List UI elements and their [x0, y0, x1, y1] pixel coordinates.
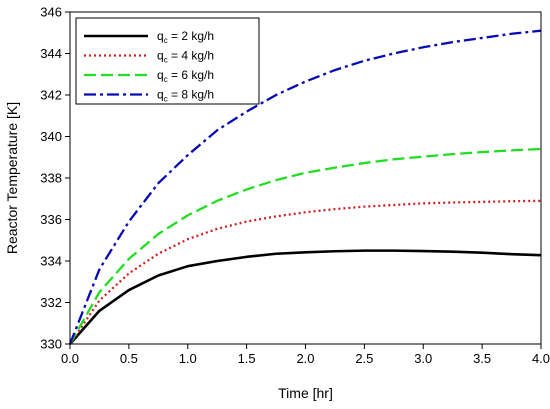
legend-label-4: qc = 8 kg/h [157, 88, 214, 104]
x-tick-label-4: 2.0 [296, 351, 314, 366]
x-tick-label-0: 0.0 [61, 351, 79, 366]
y-tick-label-8: 346 [40, 5, 62, 20]
x-tick-label-7: 3.5 [473, 351, 491, 366]
plot-frame [69, 11, 542, 345]
legend: qc = 2 kg/h qc = 4 kg/h qc = 6 kg/h qc = 8 … [75, 17, 260, 105]
legend-label-3: qc = 6 kg/h [157, 68, 214, 84]
x-tick-label-3: 1.5 [238, 351, 256, 366]
x-axis-title: Time [hr] [278, 385, 333, 401]
series-line-3 [68, 147, 542, 345]
y-tick-label-7: 344 [40, 46, 62, 61]
x-tick-label-8: 4.0 [532, 351, 550, 366]
x-tick-label-2: 1.0 [179, 351, 197, 366]
y-tick-label-0: 330 [40, 337, 62, 352]
legend-label-1: qc = 2 kg/h [157, 29, 214, 45]
x-tick-label-1: 0.5 [120, 351, 138, 366]
series-line-4 [68, 29, 542, 345]
legend-label-2: qc = 4 kg/h [157, 49, 214, 65]
axis-ticks: 0.0 0.5 1.0 1.5 2.0 2.5 3.0 3.5 4.0 330 332 334 336 3… [40, 5, 550, 367]
y-tick-label-5: 340 [40, 129, 62, 144]
series-line-1 [69, 249, 542, 345]
x-tick-label-6: 3.0 [414, 351, 432, 366]
y-tick-label-3: 336 [40, 212, 62, 227]
y-tick-label-4: 338 [40, 171, 62, 186]
series-line-2 [69, 199, 542, 345]
y-tick-label-2: 334 [40, 254, 62, 269]
x-tick-label-5: 2.5 [355, 351, 373, 366]
y-tick-label-6: 342 [40, 88, 62, 103]
y-axis-title: Reactor Temperature [K] [4, 102, 20, 254]
series-lines [68, 29, 542, 345]
legend-box [75, 17, 260, 105]
y-tick-label-1: 332 [40, 295, 62, 310]
